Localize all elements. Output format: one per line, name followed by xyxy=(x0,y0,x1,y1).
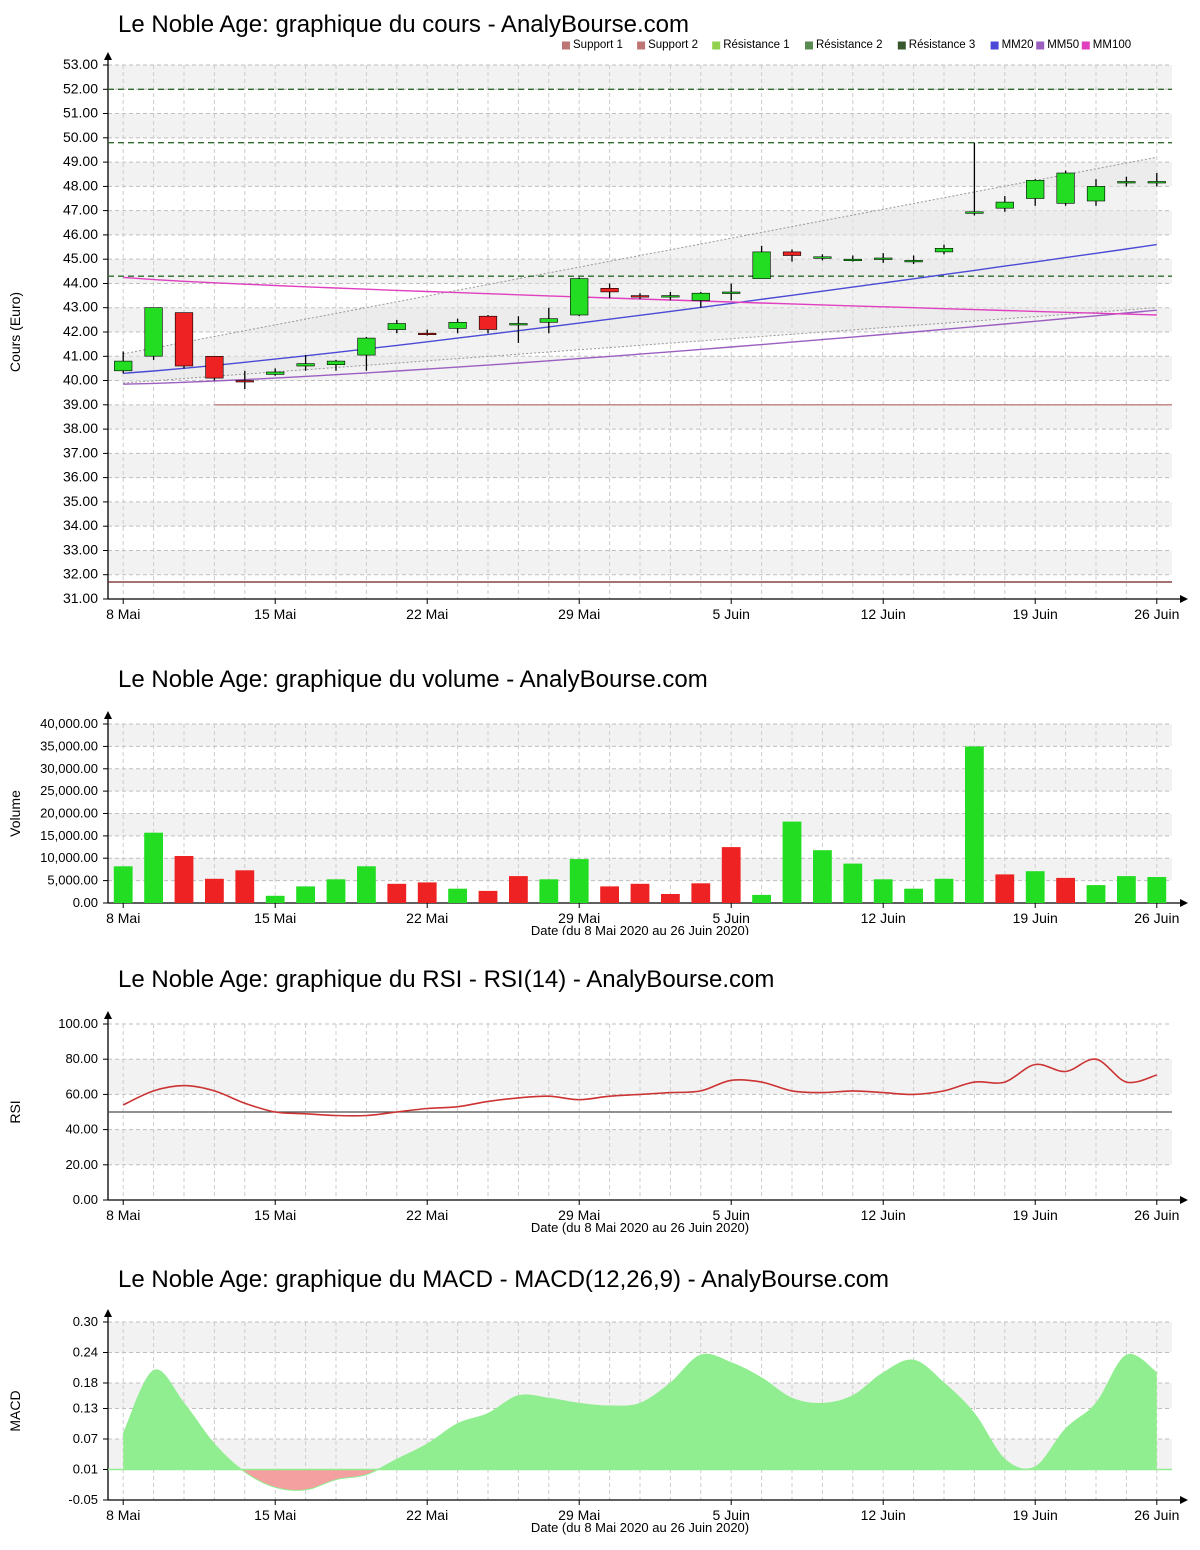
svg-text:35.00: 35.00 xyxy=(63,493,98,509)
svg-text:Date (du 8 Mai 2020 au 26 Juin: Date (du 8 Mai 2020 au 26 Juin 2020) xyxy=(531,1220,749,1235)
svg-text:0.00: 0.00 xyxy=(73,895,98,910)
svg-text:0.01: 0.01 xyxy=(73,1462,98,1477)
svg-text:12 Juin: 12 Juin xyxy=(861,910,906,926)
svg-text:8 Mai: 8 Mai xyxy=(106,1207,140,1223)
svg-text:5,000.00: 5,000.00 xyxy=(47,873,98,888)
svg-text:60.00: 60.00 xyxy=(65,1086,98,1101)
svg-text:Le Noble Age: graphique du RSI: Le Noble Age: graphique du RSI - RSI(14)… xyxy=(118,966,774,993)
svg-text:0.13: 0.13 xyxy=(73,1401,98,1416)
svg-text:47.00: 47.00 xyxy=(63,202,98,218)
svg-text:45.00: 45.00 xyxy=(63,250,98,266)
svg-text:Le Noble Age: graphique du MAC: Le Noble Age: graphique du MACD - MACD(1… xyxy=(118,1266,889,1293)
svg-text:31.00: 31.00 xyxy=(63,590,98,606)
svg-text:25,000.00: 25,000.00 xyxy=(40,783,98,798)
svg-text:37.00: 37.00 xyxy=(63,444,98,460)
svg-text:8 Mai: 8 Mai xyxy=(106,1507,140,1523)
svg-text:50.00: 50.00 xyxy=(63,129,98,145)
svg-text:8 Mai: 8 Mai xyxy=(106,910,140,926)
svg-text:26 Juin: 26 Juin xyxy=(1134,1207,1179,1223)
svg-text:41.00: 41.00 xyxy=(63,347,98,363)
svg-text:22 Mai: 22 Mai xyxy=(406,1507,448,1523)
svg-text:30,000.00: 30,000.00 xyxy=(40,761,98,776)
svg-text:49.00: 49.00 xyxy=(63,153,98,169)
svg-text:36.00: 36.00 xyxy=(63,469,98,485)
svg-text:20,000.00: 20,000.00 xyxy=(40,806,98,821)
svg-text:RSI: RSI xyxy=(7,1100,23,1123)
svg-text:80.00: 80.00 xyxy=(65,1051,98,1066)
svg-text:Volume: Volume xyxy=(7,790,23,837)
svg-text:Résistance 2: Résistance 2 xyxy=(816,39,882,51)
svg-text:43.00: 43.00 xyxy=(63,299,98,315)
svg-text:-0.05: -0.05 xyxy=(68,1492,98,1507)
svg-text:44.00: 44.00 xyxy=(63,275,98,291)
svg-text:Résistance 1: Résistance 1 xyxy=(723,39,789,51)
svg-text:40.00: 40.00 xyxy=(63,372,98,388)
svg-text:0.07: 0.07 xyxy=(73,1431,98,1446)
svg-text:35,000.00: 35,000.00 xyxy=(40,738,98,753)
svg-text:15,000.00: 15,000.00 xyxy=(40,828,98,843)
svg-text:32.00: 32.00 xyxy=(63,566,98,582)
svg-text:12 Juin: 12 Juin xyxy=(861,1507,906,1523)
svg-text:Le Noble Age: graphique du cou: Le Noble Age: graphique du cours - Analy… xyxy=(118,11,689,38)
svg-text:19 Juin: 19 Juin xyxy=(1013,1507,1058,1523)
svg-text:38.00: 38.00 xyxy=(63,420,98,436)
svg-text:40,000.00: 40,000.00 xyxy=(40,716,98,731)
svg-text:0.30: 0.30 xyxy=(73,1314,98,1329)
svg-text:0.00: 0.00 xyxy=(73,1192,98,1207)
svg-text:39.00: 39.00 xyxy=(63,396,98,412)
svg-text:42.00: 42.00 xyxy=(63,323,98,339)
svg-text:22 Mai: 22 Mai xyxy=(406,910,448,926)
svg-text:Cours (Euro): Cours (Euro) xyxy=(7,292,23,372)
svg-text:Support 1: Support 1 xyxy=(573,39,623,51)
svg-text:Support 2: Support 2 xyxy=(648,39,698,51)
svg-text:15 Mai: 15 Mai xyxy=(254,910,296,926)
svg-text:15 Mai: 15 Mai xyxy=(254,1507,296,1523)
svg-text:MACD: MACD xyxy=(7,1390,23,1431)
svg-text:26 Juin: 26 Juin xyxy=(1134,1507,1179,1523)
svg-text:48.00: 48.00 xyxy=(63,177,98,193)
svg-text:20.00: 20.00 xyxy=(65,1157,98,1172)
svg-text:Résistance 3: Résistance 3 xyxy=(909,39,975,51)
svg-text:100.00: 100.00 xyxy=(58,1016,98,1031)
svg-text:Date (du 8 Mai 2020 au 26 Juin: Date (du 8 Mai 2020 au 26 Juin 2020) xyxy=(531,1520,749,1535)
svg-text:Le Noble Age: graphique du vol: Le Noble Age: graphique du volume - Anal… xyxy=(118,666,708,693)
svg-text:22 Mai: 22 Mai xyxy=(406,1207,448,1223)
svg-text:MM100: MM100 xyxy=(1093,39,1131,51)
svg-text:34.00: 34.00 xyxy=(63,517,98,533)
svg-text:12 Juin: 12 Juin xyxy=(861,1207,906,1223)
svg-text:51.00: 51.00 xyxy=(63,105,98,121)
svg-text:52.00: 52.00 xyxy=(63,80,98,96)
svg-text:MM20: MM20 xyxy=(1002,39,1034,51)
svg-text:0.24: 0.24 xyxy=(73,1345,98,1360)
svg-text:15 Mai: 15 Mai xyxy=(254,1207,296,1223)
svg-text:46.00: 46.00 xyxy=(63,226,98,242)
svg-text:26 Juin: 26 Juin xyxy=(1134,910,1179,926)
svg-text:19 Juin: 19 Juin xyxy=(1013,910,1058,926)
svg-text:10,000.00: 10,000.00 xyxy=(40,850,98,865)
svg-text:0.18: 0.18 xyxy=(73,1375,98,1390)
svg-text:33.00: 33.00 xyxy=(63,542,98,558)
svg-text:MM50: MM50 xyxy=(1047,39,1079,51)
svg-text:40.00: 40.00 xyxy=(65,1122,98,1137)
svg-text:19 Juin: 19 Juin xyxy=(1013,1207,1058,1223)
svg-text:53.00: 53.00 xyxy=(63,56,98,72)
